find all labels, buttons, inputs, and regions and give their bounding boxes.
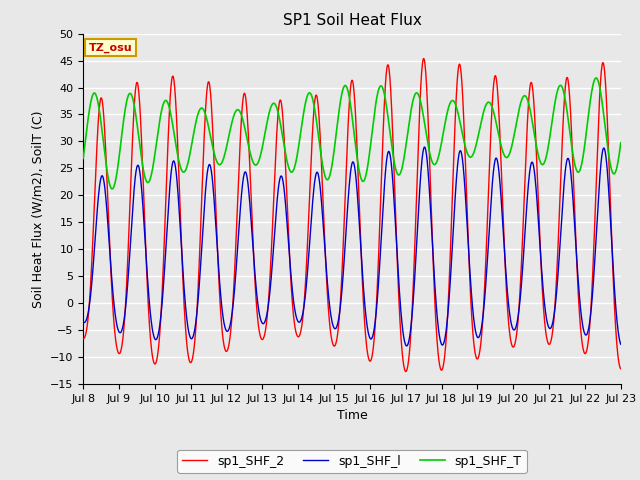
- sp1_SHF_l: [403, 343, 411, 349]
- Title: SP1 Soil Heat Flux: SP1 Soil Heat Flux: [283, 13, 421, 28]
- sp1_SHF_2: [259, 336, 267, 342]
- Legend: sp1_SHF_2, sp1_SHF_l, sp1_SHF_T: sp1_SHF_2, sp1_SHF_l, sp1_SHF_T: [177, 450, 527, 473]
- sp1_SHF_l: [506, 315, 514, 321]
- Text: TZ_osu: TZ_osu: [88, 42, 132, 53]
- sp1_SHF_l: [436, 336, 444, 342]
- sp1_SHF_2: [617, 366, 625, 372]
- sp1_SHF_l: [186, 333, 193, 339]
- sp1_SHF_2: [506, 335, 514, 340]
- sp1_SHF_2: [402, 369, 410, 374]
- sp1_SHF_T: [108, 186, 116, 192]
- sp1_SHF_T: [506, 150, 514, 156]
- sp1_SHF_T: [592, 75, 600, 81]
- Line: sp1_SHF_l: sp1_SHF_l: [83, 147, 621, 346]
- sp1_SHF_2: [554, 252, 561, 257]
- sp1_SHF_l: [421, 144, 429, 150]
- Line: sp1_SHF_T: sp1_SHF_T: [83, 78, 621, 189]
- sp1_SHF_l: [259, 321, 267, 326]
- sp1_SHF_T: [79, 156, 87, 161]
- sp1_SHF_2: [79, 336, 87, 341]
- sp1_SHF_T: [554, 88, 561, 94]
- Line: sp1_SHF_2: sp1_SHF_2: [83, 59, 621, 372]
- sp1_SHF_T: [186, 150, 194, 156]
- sp1_SHF_l: [199, 228, 207, 234]
- Y-axis label: Soil Heat Flux (W/m2), SoilT (C): Soil Heat Flux (W/m2), SoilT (C): [31, 110, 45, 308]
- sp1_SHF_T: [259, 140, 267, 145]
- sp1_SHF_T: [436, 149, 444, 155]
- sp1_SHF_2: [436, 364, 444, 370]
- X-axis label: Time: Time: [337, 409, 367, 422]
- sp1_SHF_2: [199, 169, 207, 175]
- sp1_SHF_2: [186, 359, 193, 364]
- sp1_SHF_T: [617, 140, 625, 145]
- sp1_SHF_T: [199, 106, 207, 112]
- sp1_SHF_l: [79, 319, 87, 324]
- sp1_SHF_2: [420, 56, 428, 61]
- sp1_SHF_l: [617, 341, 625, 347]
- sp1_SHF_l: [554, 276, 561, 282]
